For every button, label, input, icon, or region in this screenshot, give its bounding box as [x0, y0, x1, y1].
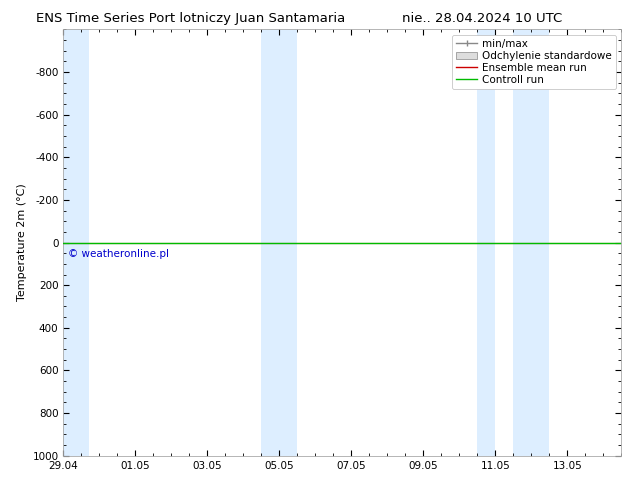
Bar — [261, 29, 280, 456]
Bar — [280, 29, 297, 456]
Legend: min/max, Odchylenie standardowe, Ensemble mean run, Controll run: min/max, Odchylenie standardowe, Ensembl… — [452, 35, 616, 89]
Bar — [514, 29, 549, 456]
Text: ENS Time Series Port lotniczy Juan Santamaria: ENS Time Series Port lotniczy Juan Santa… — [36, 12, 345, 25]
Y-axis label: Temperature 2m (°C): Temperature 2m (°C) — [17, 184, 27, 301]
Text: © weatheronline.pl: © weatheronline.pl — [68, 249, 169, 259]
Bar — [477, 29, 495, 456]
Bar — [60, 29, 89, 456]
Text: nie.. 28.04.2024 10 UTC: nie.. 28.04.2024 10 UTC — [402, 12, 562, 25]
